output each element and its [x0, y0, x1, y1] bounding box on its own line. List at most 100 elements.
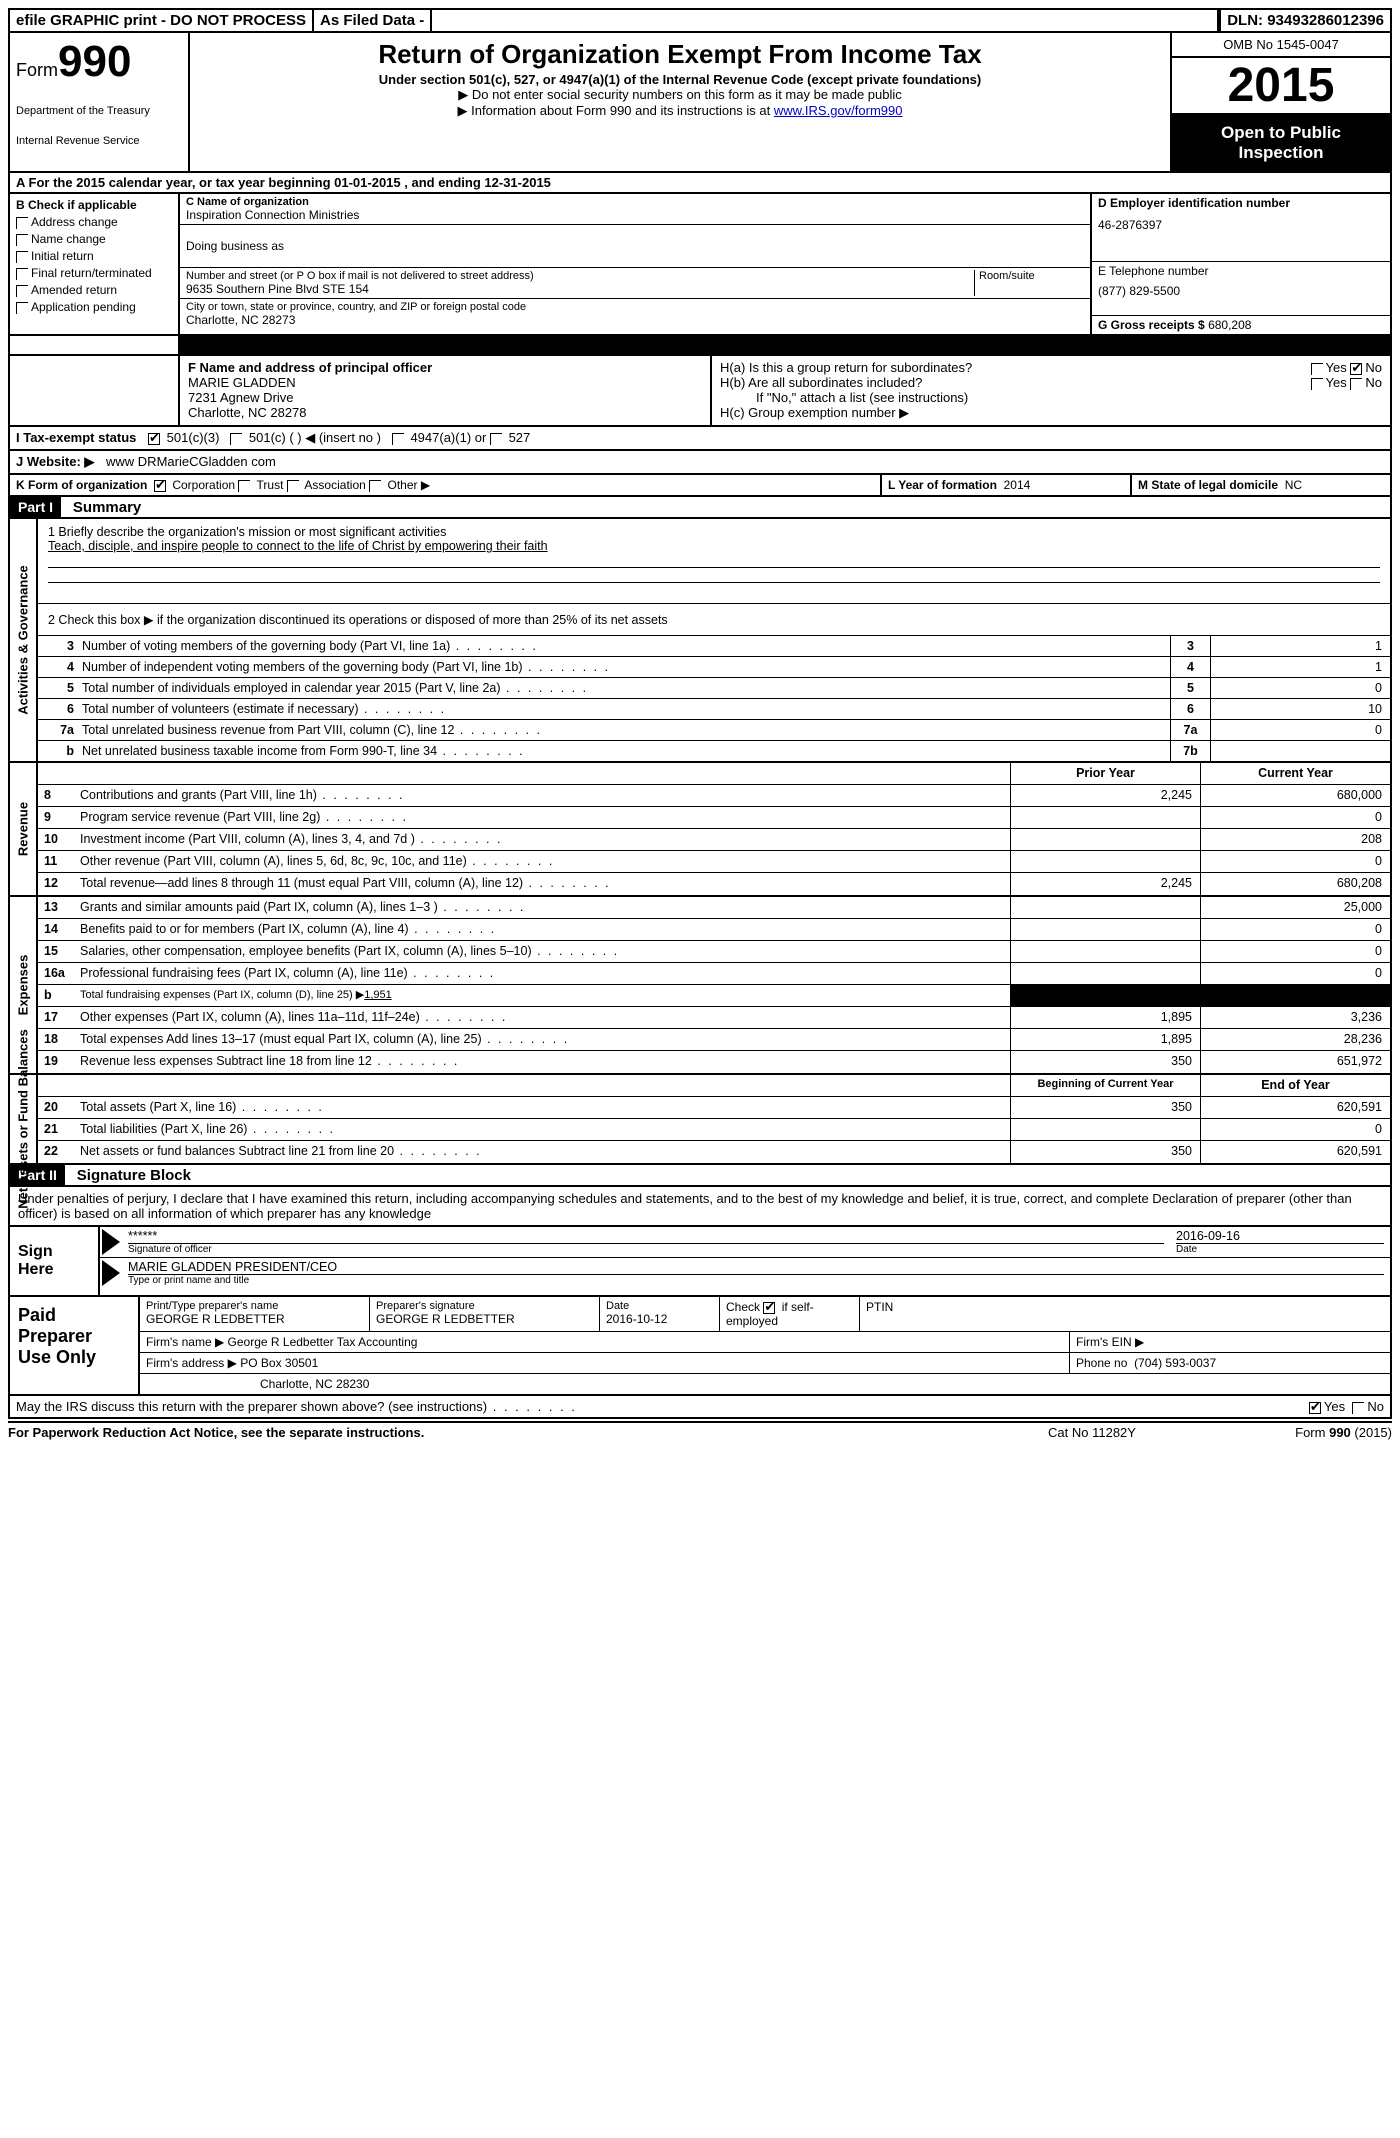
- form-id-block: Form990 Department of the Treasury Inter…: [10, 33, 190, 171]
- vtab-netassets: Net Assets or Fund Balances: [10, 1075, 38, 1163]
- website-value: www DRMarieCGladden com: [106, 454, 276, 469]
- sig-officer-label: Signature of officer: [128, 1243, 1164, 1255]
- discuss-no-box[interactable]: [1352, 1402, 1364, 1414]
- chk-501c[interactable]: [230, 433, 242, 445]
- top-bar: efile GRAPHIC print - DO NOT PROCESS As …: [8, 8, 1392, 33]
- firm-phone-lbl: Phone no: [1076, 1356, 1127, 1370]
- paperwork-notice: For Paperwork Reduction Act Notice, see …: [8, 1425, 992, 1440]
- officer-name: MARIE GLADDEN: [188, 375, 702, 390]
- expense-row: 18Total expenses Add lines 13–17 (must e…: [38, 1029, 1390, 1051]
- prep-check-lbl: Check: [726, 1300, 760, 1314]
- chk-self-employed[interactable]: [763, 1302, 775, 1314]
- ha-yes: Yes: [1326, 360, 1347, 375]
- lbl-4947: 4947(a)(1) or: [410, 430, 486, 445]
- page-footer: For Paperwork Reduction Act Notice, see …: [8, 1421, 1392, 1440]
- discuss-yes-box[interactable]: [1309, 1402, 1321, 1414]
- city-label: City or town, state or province, country…: [186, 301, 1084, 313]
- note2-text: ▶ Information about Form 990 and its ins…: [458, 103, 774, 118]
- chk-final-return[interactable]: [16, 268, 28, 280]
- lbl-final-return: Final return/terminated: [31, 266, 152, 280]
- sig-date-label: Date: [1176, 1243, 1384, 1255]
- dln-number: DLN: 93493286012396: [1219, 10, 1390, 31]
- hb-yes-box[interactable]: [1311, 378, 1323, 390]
- lbl-other: Other ▶: [387, 478, 430, 492]
- gross-value: 680,208: [1208, 318, 1251, 332]
- part-i-badge: Part I: [10, 497, 61, 517]
- officer-signature: ******: [128, 1229, 1164, 1243]
- hb-yes: Yes: [1326, 375, 1347, 390]
- hdr-current-year: Current Year: [1200, 763, 1390, 784]
- ha-yes-box[interactable]: [1311, 363, 1323, 375]
- efile-notice: efile GRAPHIC print - DO NOT PROCESS: [10, 10, 314, 31]
- vtab-revenue: Revenue: [10, 763, 38, 895]
- sig-date: 2016-09-16: [1176, 1229, 1384, 1243]
- netassets-row: 21Total liabilities (Part X, line 26)0: [38, 1119, 1390, 1141]
- officer-label: F Name and address of principal officer: [188, 360, 702, 375]
- hc-label: H(c) Group exemption number ▶: [720, 405, 1382, 421]
- revenue-row: 8Contributions and grants (Part VIII, li…: [38, 785, 1390, 807]
- hb-label: H(b) Are all subordinates included?: [720, 375, 1311, 390]
- chk-corp[interactable]: [154, 480, 166, 492]
- row-a-tax-year: A For the 2015 calendar year, or tax yea…: [8, 173, 1392, 194]
- netassets-block: Net Assets or Fund Balances Beginning of…: [8, 1075, 1392, 1165]
- year-formation: 2014: [1004, 478, 1031, 492]
- officer-printed-name: MARIE GLADDEN PRESIDENT/CEO: [128, 1260, 1384, 1274]
- chk-501c3[interactable]: [148, 433, 160, 445]
- chk-527[interactable]: [490, 433, 502, 445]
- section-bcd: B Check if applicable Address change Nam…: [8, 194, 1392, 336]
- firm-addr: PO Box 30501: [240, 1356, 318, 1370]
- col-b-header: B Check if applicable: [16, 198, 172, 212]
- chk-app-pending[interactable]: [16, 302, 28, 314]
- chk-4947[interactable]: [392, 433, 404, 445]
- section-fh: F Name and address of principal officer …: [8, 356, 1392, 427]
- irs-link[interactable]: www.IRS.gov/form990: [774, 103, 903, 118]
- lbl-trust: Trust: [257, 478, 284, 492]
- row-i: I Tax-exempt status 501(c)(3) 501(c) ( )…: [8, 427, 1392, 451]
- column-c: C Name of organization Inspiration Conne…: [180, 194, 1090, 334]
- column-b: B Check if applicable Address change Nam…: [10, 194, 180, 334]
- street-label: Number and street (or P O box if mail is…: [186, 270, 974, 282]
- paid-preparer-block: Paid Preparer Use Only Print/Type prepar…: [8, 1297, 1392, 1396]
- line2: 2 Check this box ▶ if the organization d…: [38, 604, 1390, 636]
- ha-no-box[interactable]: [1350, 363, 1362, 375]
- discuss-yes: Yes: [1324, 1399, 1345, 1414]
- chk-assoc[interactable]: [287, 480, 299, 492]
- ha-label: H(a) Is this a group return for subordin…: [720, 360, 1311, 375]
- chk-address-change[interactable]: [16, 217, 28, 229]
- summary-row: 7aTotal unrelated business revenue from …: [38, 720, 1390, 741]
- form-title: Return of Organization Exempt From Incom…: [200, 39, 1160, 70]
- dept-treasury: Department of the Treasury: [16, 105, 182, 117]
- wedge-icon-2: [102, 1260, 120, 1286]
- as-filed-label: As Filed Data -: [314, 10, 430, 31]
- wedge-icon: [102, 1229, 120, 1255]
- chk-other[interactable]: [369, 480, 381, 492]
- expenses-block: Expenses 13Grants and similar amounts pa…: [8, 897, 1392, 1075]
- chk-initial-return[interactable]: [16, 251, 28, 263]
- part-i-header: Part I Summary: [8, 497, 1392, 519]
- revenue-row: 11Other revenue (Part VIII, column (A), …: [38, 851, 1390, 873]
- revenue-row: 12Total revenue—add lines 8 through 11 (…: [38, 873, 1390, 895]
- hdr-beginning: Beginning of Current Year: [1010, 1075, 1200, 1096]
- mission-text: Teach, disciple, and inspire people to c…: [48, 539, 1380, 553]
- chk-trust[interactable]: [238, 480, 250, 492]
- summary-row: 4Number of independent voting members of…: [38, 657, 1390, 678]
- ein-label: D Employer identification number: [1098, 196, 1384, 210]
- city-state-zip: Charlotte, NC 28273: [186, 313, 1084, 327]
- form-note2: ▶ Information about Form 990 and its ins…: [200, 103, 1160, 119]
- expense-row: 13Grants and similar amounts paid (Part …: [38, 897, 1390, 919]
- org-name: Inspiration Connection Ministries: [186, 208, 1084, 222]
- chk-name-change[interactable]: [16, 234, 28, 246]
- form-note1: ▶ Do not enter social security numbers o…: [200, 87, 1160, 103]
- column-h: H(a) Is this a group return for subordin…: [710, 356, 1390, 425]
- paid-label: Paid Preparer Use Only: [10, 1297, 140, 1394]
- phone-label: E Telephone number: [1098, 264, 1384, 278]
- column-f: F Name and address of principal officer …: [180, 356, 710, 425]
- black-band: [180, 336, 1390, 354]
- domicile-state: NC: [1285, 478, 1302, 492]
- lbl-name-change: Name change: [31, 232, 106, 246]
- open-public: Open to Public Inspection: [1172, 115, 1390, 171]
- chk-amended[interactable]: [16, 285, 28, 297]
- hb-no-box[interactable]: [1350, 378, 1362, 390]
- firm-phone: (704) 593-0037: [1134, 1356, 1216, 1370]
- lbl-501c3: 501(c)(3): [167, 430, 220, 445]
